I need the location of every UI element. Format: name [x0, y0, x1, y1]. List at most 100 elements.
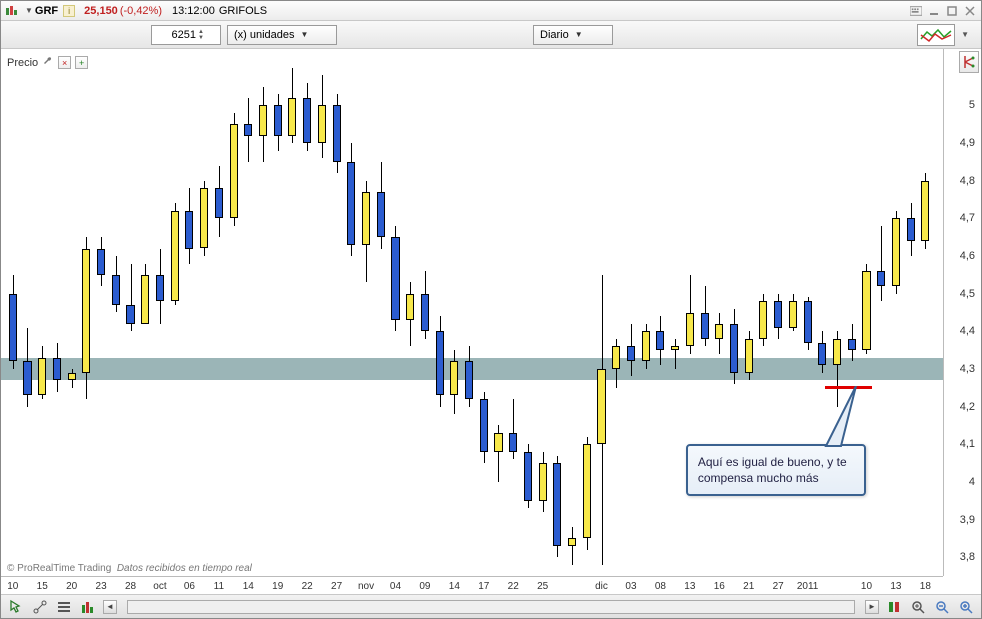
units-label: (x) unidades	[234, 29, 295, 41]
candle-body	[406, 294, 414, 320]
cursor-tool-icon[interactable]	[7, 598, 25, 616]
candle-wick	[572, 527, 573, 565]
drawing-tool-icon[interactable]	[31, 598, 49, 616]
last-price: 25,150	[84, 5, 118, 17]
chevron-down-icon: ▼	[575, 30, 583, 39]
titlebar: ▼ GRF i 25,150 (-0,42%) 13:12:00 GRIFOLS	[1, 1, 981, 21]
candle-body	[112, 275, 120, 305]
chart-type-button[interactable]	[917, 24, 955, 46]
y-tick-label: 3,8	[960, 551, 975, 563]
list-tool-icon[interactable]	[55, 598, 73, 616]
candle-body	[627, 346, 635, 361]
chart-type-dropdown-icon[interactable]: ▼	[961, 30, 969, 39]
candle-body	[97, 249, 105, 275]
candle-body	[53, 358, 61, 381]
candle-body	[38, 358, 46, 396]
candle-body	[436, 331, 444, 395]
x-tick-label: 27	[773, 581, 784, 592]
x-tick-label: 03	[625, 581, 636, 592]
candle-body	[200, 188, 208, 248]
x-tick-label: 13	[684, 581, 695, 592]
scrollbar[interactable]	[127, 600, 855, 614]
candle-body	[156, 275, 164, 301]
candle-body	[701, 313, 709, 339]
quantity-field[interactable]	[156, 29, 196, 41]
candle-body	[259, 105, 267, 135]
zoom-in-icon[interactable]	[957, 598, 975, 616]
wrench-icon[interactable]	[42, 55, 54, 70]
candle-body	[303, 98, 311, 143]
maximize-button[interactable]	[944, 4, 959, 18]
candle-body	[230, 124, 238, 218]
candle-body	[524, 452, 532, 501]
bottom-toolbar: ◄ ►	[1, 594, 981, 618]
x-tick-label: 28	[125, 581, 136, 592]
units-select[interactable]: (x) unidades ▼	[227, 25, 337, 45]
candle-body	[848, 339, 856, 350]
close-button[interactable]	[962, 4, 977, 18]
scroll-left-button[interactable]: ◄	[103, 600, 117, 614]
toolbar: ▲▼ (x) unidades ▼ Diario ▼ ▼	[1, 21, 981, 49]
remove-indicator-button[interactable]: ×	[58, 56, 71, 69]
x-tick-label: 23	[96, 581, 107, 592]
app-icon	[5, 4, 19, 18]
timeframe-label: Diario	[540, 29, 569, 41]
info-icon[interactable]: i	[63, 5, 75, 17]
symbol-dropdown-icon[interactable]: ▼	[25, 6, 33, 15]
candle-body	[288, 98, 296, 136]
candle-body	[892, 218, 900, 286]
x-tick-label: 20	[66, 581, 77, 592]
copyright: © ProRealTime Trading Datos recibidos en…	[7, 563, 252, 574]
x-axis: 1015202328oct061114192227nov040914172225…	[1, 576, 943, 594]
quantity-input[interactable]: ▲▼	[151, 25, 221, 45]
chart-window: ▼ GRF i 25,150 (-0,42%) 13:12:00 GRIFOLS…	[0, 0, 982, 619]
candle-body	[862, 271, 870, 350]
candle-body	[833, 339, 841, 365]
annotation-callout: Aquí es igual de bueno, y te compensa mu…	[686, 444, 866, 496]
keyboard-icon[interactable]	[908, 4, 923, 18]
fit-icon[interactable]	[909, 598, 927, 616]
chevron-down-icon: ▼	[301, 30, 309, 39]
copyright-owner: © ProRealTime Trading	[7, 563, 111, 574]
candle-body	[921, 181, 929, 241]
candle-body	[347, 162, 355, 245]
zoom-out-icon[interactable]	[933, 598, 951, 616]
x-tick-label: 25	[537, 581, 548, 592]
timeframe-select[interactable]: Diario ▼	[533, 25, 613, 45]
price-change: (-0,42%)	[120, 5, 162, 17]
candle-body	[215, 188, 223, 218]
candle-body	[612, 346, 620, 369]
x-tick-label: 21	[743, 581, 754, 592]
x-tick-label: oct	[153, 581, 166, 592]
candle-body	[715, 324, 723, 339]
add-indicator-button[interactable]: +	[75, 56, 88, 69]
candle-wick	[675, 339, 676, 369]
candle-body	[642, 331, 650, 361]
quantity-spinner[interactable]: ▲▼	[198, 29, 210, 41]
x-tick-label: 08	[655, 581, 666, 592]
scroll-right-button[interactable]: ►	[865, 600, 879, 614]
plot-area[interactable]: Aquí es igual de bueno, y te compensa mu…	[1, 49, 943, 576]
bars-tool-icon[interactable]	[79, 598, 97, 616]
candle-body	[9, 294, 17, 362]
candle-body	[421, 294, 429, 332]
x-tick-label: 2011	[797, 581, 819, 592]
candle-body	[244, 124, 252, 135]
candle-body	[450, 361, 458, 395]
x-tick-label: 14	[243, 581, 254, 592]
refresh-icon[interactable]	[885, 598, 903, 616]
candle-body	[568, 538, 576, 546]
candle-body	[774, 301, 782, 327]
side-tool-button[interactable]	[959, 51, 979, 73]
y-tick-label: 4,1	[960, 438, 975, 450]
x-tick-label: 04	[390, 581, 401, 592]
candle-body	[333, 105, 341, 161]
candle-body	[759, 301, 767, 339]
x-tick-label: 22	[302, 581, 313, 592]
callout-tail	[806, 386, 866, 448]
y-tick-label: 4,6	[960, 250, 975, 262]
minimize-button[interactable]	[926, 4, 941, 18]
y-tick-label: 4,2	[960, 401, 975, 413]
candle-body	[480, 399, 488, 452]
x-tick-label: 14	[449, 581, 460, 592]
